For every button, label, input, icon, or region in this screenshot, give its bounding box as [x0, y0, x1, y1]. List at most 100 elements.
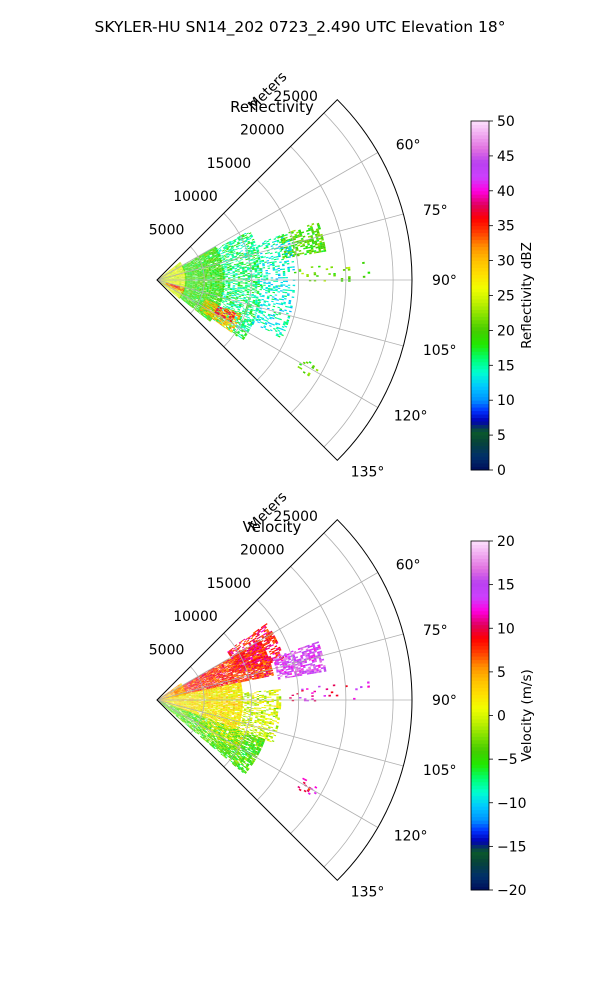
echo-cell — [176, 276, 179, 278]
echo-cell — [163, 274, 166, 276]
echo-cell — [280, 290, 283, 292]
echo-cell — [257, 281, 260, 283]
echo-cell — [170, 274, 174, 276]
echo-cell — [219, 282, 223, 283]
echo-cell — [163, 282, 167, 284]
echo-cell — [322, 241, 325, 244]
echo-cell — [174, 276, 177, 278]
echo-cell — [307, 242, 310, 245]
echo-cell — [176, 284, 179, 285]
echo-cell — [316, 229, 320, 233]
echo-cell — [163, 276, 167, 278]
echo-cell — [176, 282, 179, 284]
echo-cell — [265, 272, 268, 274]
echo-cell — [172, 291, 175, 294]
echo-cell — [176, 268, 179, 270]
echo-cell — [302, 244, 306, 247]
echo-cell — [204, 282, 208, 284]
echo-cell — [177, 269, 180, 271]
echo-cell — [257, 283, 260, 284]
echo-cell — [171, 281, 175, 282]
echo-cell — [298, 230, 302, 233]
echo-cell — [268, 273, 271, 275]
echo-cell — [293, 238, 296, 241]
echo-cell — [168, 289, 171, 292]
echo-cell — [176, 275, 179, 277]
echo-cell — [168, 288, 171, 291]
echo-cell — [165, 272, 168, 275]
echo-cell — [173, 283, 177, 285]
echo-cell — [175, 271, 178, 273]
echo-cell — [162, 274, 165, 276]
echo-cell — [306, 251, 310, 254]
echo-cell — [177, 271, 181, 273]
echo-cell — [163, 276, 167, 278]
echo-cell — [170, 268, 173, 271]
echo-cell — [171, 282, 174, 283]
echo-cell — [163, 284, 166, 286]
echo-cell — [173, 290, 176, 293]
echo-cell — [255, 281, 258, 282]
echo-cell — [294, 233, 298, 236]
echo-cell — [176, 275, 179, 276]
echo-cell — [171, 277, 174, 278]
echo-cell — [168, 275, 171, 277]
echo-cell — [283, 280, 286, 282]
echo-cell — [174, 282, 177, 283]
echo-cell — [166, 278, 170, 279]
echo-cell — [173, 276, 177, 278]
echo-cell — [245, 282, 248, 284]
echo-cell — [307, 243, 310, 246]
echo-cell — [263, 281, 266, 283]
echo-cell — [175, 272, 178, 274]
echo-cell — [161, 282, 164, 284]
echo-cell — [166, 278, 170, 279]
echo-cell — [168, 288, 171, 291]
echo-cell — [171, 268, 174, 271]
echo-cell — [166, 276, 169, 278]
echo-cell — [287, 284, 291, 286]
echo-cell — [163, 276, 167, 278]
reflectivity-panel: Reflectivity500010000150002000025000Mete… — [149, 69, 535, 481]
echo-cell — [168, 284, 171, 285]
echo-cell — [161, 281, 164, 283]
echo-cell — [173, 273, 176, 275]
echo-cell — [217, 276, 220, 277]
echo-cell — [207, 277, 210, 279]
echo-cell — [172, 266, 175, 269]
echo-cell — [245, 283, 248, 285]
echo-cell — [168, 269, 171, 272]
echo-cell — [168, 269, 171, 271]
echo-cell — [245, 281, 248, 283]
echo-cell — [165, 285, 168, 287]
echo-cell — [164, 286, 167, 288]
echo-cell — [247, 283, 251, 285]
echo-cell — [166, 277, 170, 279]
echo-cell — [166, 281, 170, 283]
echo-cell — [168, 275, 171, 277]
echo-cell — [168, 273, 171, 275]
echo-cell — [312, 232, 315, 235]
echo-cell — [289, 289, 293, 292]
echo-cell — [166, 275, 169, 277]
echo-cell — [164, 281, 167, 282]
echo-cell — [275, 289, 278, 292]
echo-cell — [172, 271, 175, 273]
echo-cell — [174, 265, 177, 267]
echo-cell — [174, 270, 178, 273]
echo-cell — [237, 276, 241, 277]
echo-cell — [161, 277, 164, 279]
echo-cell — [322, 243, 326, 246]
echo-cell — [171, 276, 174, 277]
echo-cell — [174, 270, 177, 272]
echo-cell — [232, 276, 236, 278]
echo-cell — [296, 249, 299, 251]
echo-cell — [160, 283, 163, 285]
echo-cell — [170, 290, 173, 292]
echo-cell — [178, 276, 182, 277]
echo-cell — [165, 273, 168, 275]
echo-cell — [176, 283, 179, 285]
echo-cell — [170, 272, 173, 274]
echo-cell — [296, 231, 299, 234]
echo-cell — [297, 234, 300, 237]
